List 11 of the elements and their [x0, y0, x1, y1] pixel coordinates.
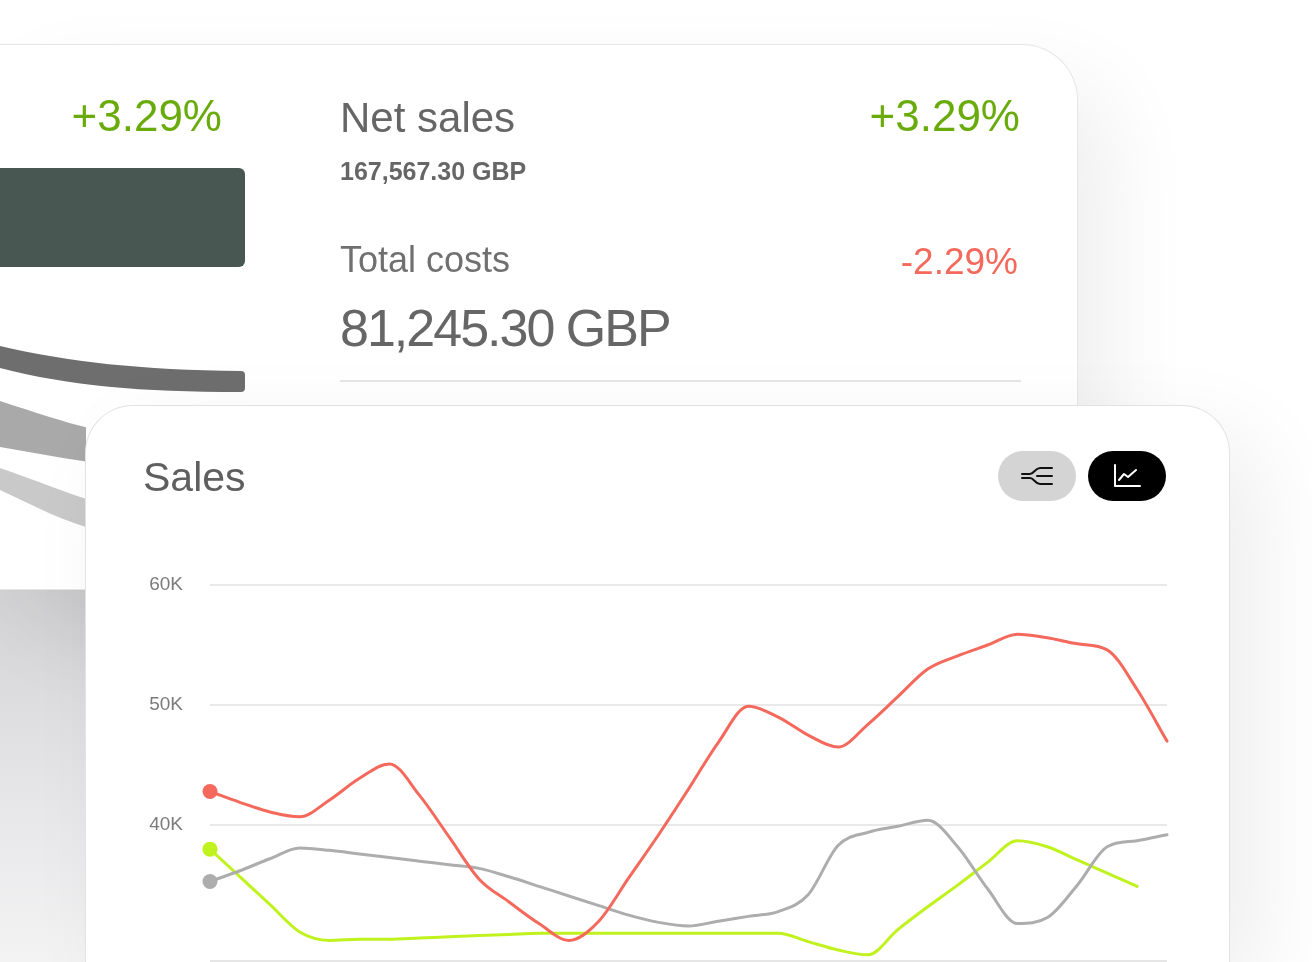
text: Total costs [340, 238, 511, 280]
text: Net sales [340, 94, 516, 142]
text: +3.29% [71, 90, 222, 140]
y-tick-label: 60K [149, 573, 184, 595]
chart-title: Sales [143, 454, 246, 501]
text: 167,567.30 GBP [340, 156, 527, 185]
y-tick-label: 40K [149, 813, 184, 835]
text: -2.29% [900, 240, 1018, 282]
text: 81,245.30 GBP [340, 298, 670, 357]
text: +3.29% [869, 90, 1020, 140]
y-tick-label: 50K [149, 693, 184, 715]
